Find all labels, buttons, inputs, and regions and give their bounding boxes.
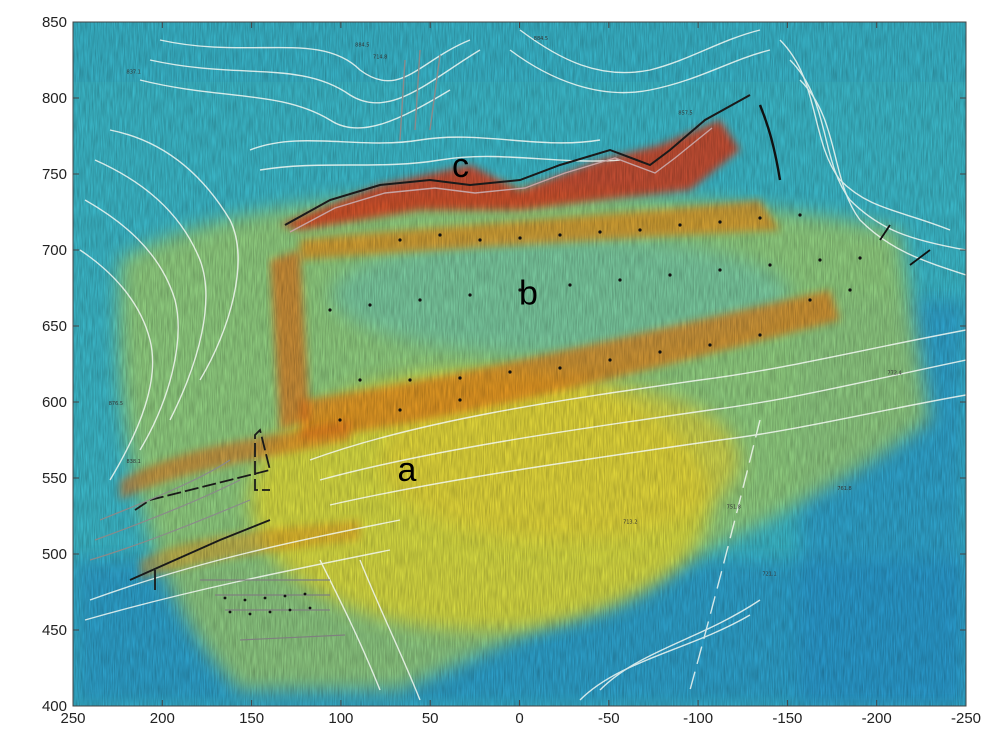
contour-label: 714.8 (373, 54, 387, 60)
heatmap-plot-area: 884.5 884.5 857.5 837.1 714.8 713.2 721.1 772.4… (73, 22, 966, 706)
y-tick-label: 450 (42, 622, 67, 639)
contour-label-layer: 884.5 884.5 857.5 837.1 714.8 713.2 721.1 772.4… (109, 36, 902, 577)
contour-label: 838.1 (127, 459, 141, 465)
x-tick-label: -200 (862, 710, 892, 727)
x-tick-label: -150 (772, 710, 802, 727)
x-tick-label: -100 (683, 710, 713, 727)
y-tick-label: 800 (42, 90, 67, 107)
x-tick-label: 250 (60, 710, 85, 727)
contour-label: 713.2 (623, 520, 637, 526)
region-label-b: b (519, 275, 538, 313)
contour-label: 884.5 (355, 42, 369, 48)
x-tick-label: 150 (239, 710, 264, 727)
region-label-c: c (452, 147, 469, 185)
contour-label: 876.5 (109, 401, 123, 407)
x-tick-label: -50 (598, 710, 620, 727)
y-tick-label: 850 (42, 14, 67, 31)
x-tick-label: -250 (951, 710, 981, 727)
contour-label: 837.1 (127, 70, 141, 76)
region-label-layer: a b c (398, 147, 538, 489)
y-tick-label: 700 (42, 242, 67, 259)
feature-lines (89, 49, 931, 641)
region-label-a: a (398, 451, 417, 489)
x-tick-label: 0 (515, 710, 523, 727)
contour-label: 751.8 (727, 504, 741, 510)
contour-label: 721.1 (762, 571, 776, 577)
contour-label: 772.4 (887, 371, 901, 377)
y-tick-label: 650 (42, 318, 67, 335)
x-tick-label: 200 (150, 710, 175, 727)
y-tick-label: 600 (42, 394, 67, 411)
y-tick-label: 550 (42, 470, 67, 487)
y-tick-label: 500 (42, 546, 67, 563)
contour-label: 857.5 (678, 111, 692, 117)
y-tick-label: 400 (42, 698, 67, 715)
contour-lines (79, 29, 966, 701)
contour-label: 761.8 (837, 486, 851, 492)
survey-points (223, 213, 862, 616)
x-tick-label: 50 (422, 710, 439, 727)
contour-label: 884.5 (534, 36, 548, 42)
x-axis: 250 200 150 100 50 0 -50 -100 -150 -200 -250 (60, 22, 981, 727)
y-axis: 400 450 500 550 600 650 700 750 800 850 (42, 14, 966, 715)
x-tick-label: 100 (328, 710, 353, 727)
y-tick-label: 750 (42, 166, 67, 183)
